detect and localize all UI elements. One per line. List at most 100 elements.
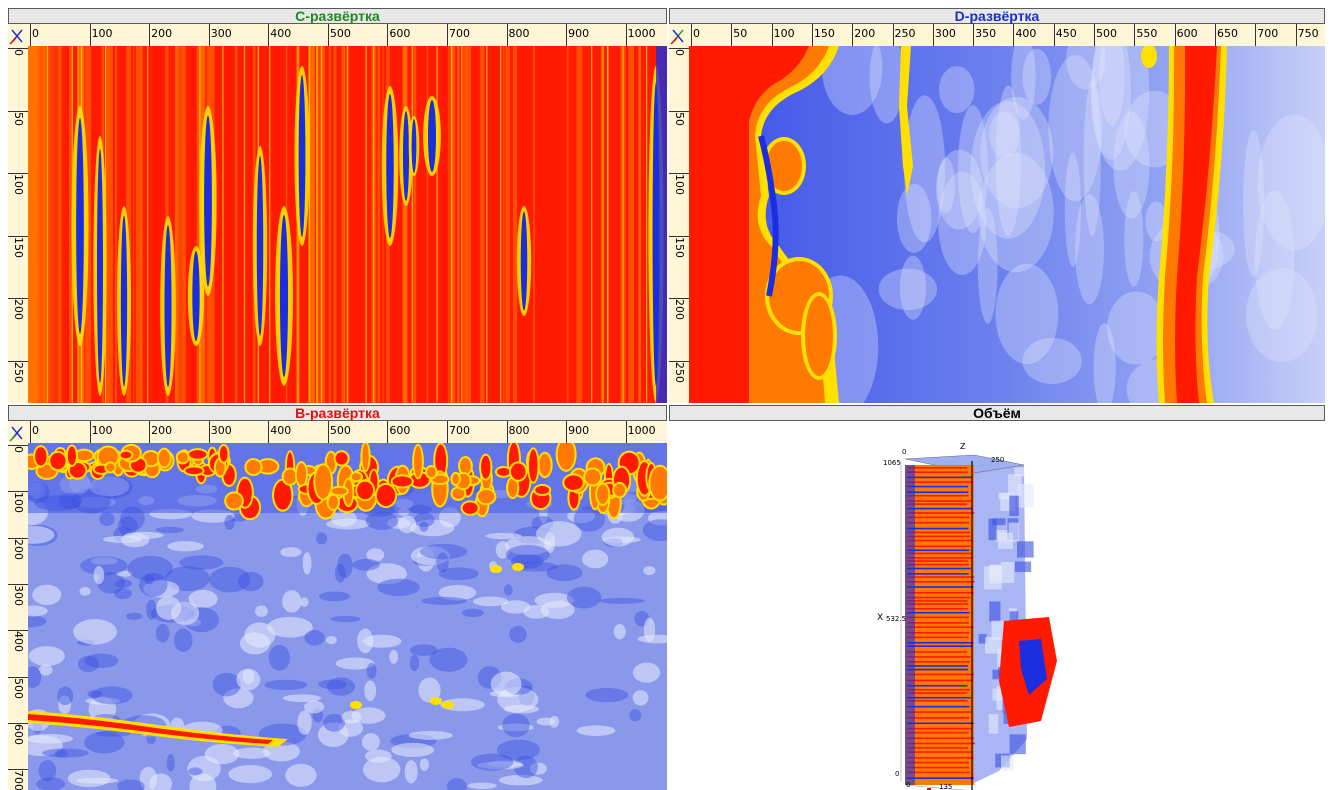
b-scan-texture — [472, 596, 509, 607]
d_scan-x-tick-mark — [1094, 24, 1096, 46]
c-scan-streak — [333, 46, 337, 403]
d_scan-y-tick-mark — [669, 360, 689, 362]
b-scan-texture — [36, 777, 66, 790]
b-scan-blob — [274, 480, 292, 510]
b-scan-texture — [566, 586, 602, 609]
b_scan-y-tick-mark — [8, 491, 28, 493]
d-scan-island — [1141, 46, 1157, 68]
b-scan-texture — [143, 580, 180, 598]
volume-front-streak — [907, 661, 970, 663]
b-scan-texture — [389, 650, 399, 664]
b_scan-x-tick-mark — [149, 421, 151, 443]
c-scan-streak — [126, 46, 132, 403]
volume-front-streak — [907, 757, 974, 759]
b-scan-texture — [419, 758, 429, 772]
b-scan-texture — [58, 695, 71, 715]
volume-side-texture — [1014, 467, 1025, 477]
b-scan-blob — [462, 502, 478, 514]
b-scan-texture — [429, 647, 468, 672]
d_scan-x-tick-label: 250 — [894, 27, 916, 40]
b-scan-texture — [285, 763, 317, 787]
d_scan-y-tick-label: 200 — [673, 299, 686, 321]
d-scan-texture — [1075, 194, 1104, 305]
volume-front-streak — [907, 731, 969, 734]
c-scan-streak — [373, 46, 375, 403]
b-scan-texture — [99, 512, 115, 527]
b-scan-texture — [254, 605, 268, 617]
c-scan-streak — [512, 46, 518, 403]
d_scan-x-tick-mark — [811, 24, 813, 46]
d_scan-x-tick-mark — [691, 24, 692, 46]
c-scan-streak — [76, 118, 84, 334]
b-scan-texture — [365, 511, 399, 531]
b-scan-texture — [366, 563, 407, 585]
b-scan-blob — [557, 443, 575, 470]
volume-front-streak — [907, 500, 973, 502]
b-scan-texture — [582, 549, 609, 569]
volume-side-blue — [1019, 639, 1047, 695]
c-scan-streak — [341, 46, 346, 403]
volume-side-texture — [1016, 541, 1034, 558]
b-scan-texture — [188, 767, 203, 776]
d_scan-x-tick-label: 550 — [1136, 27, 1158, 40]
b-scan-blob — [528, 449, 538, 482]
b-scan-texture — [224, 514, 235, 530]
volume-3d-view[interactable] — [669, 421, 1325, 790]
c-scan-streak — [97, 149, 103, 383]
b-scan-texture — [496, 739, 541, 760]
d-scan-texture — [1107, 291, 1166, 365]
b-scan-texture — [498, 774, 543, 786]
c-scan-streak — [411, 46, 413, 403]
b-scan-blob — [392, 476, 412, 487]
b-scan-image[interactable] — [28, 443, 667, 790]
b_scan-y-tick-label: 0 — [12, 446, 25, 453]
b_scan-x-tick-mark — [387, 421, 389, 443]
b-scan-texture — [300, 597, 309, 608]
c-scan-streak — [343, 46, 345, 403]
b-scan-texture — [366, 548, 385, 562]
volume-front-streak — [907, 471, 968, 474]
c_scan-x-tick-label: 200 — [151, 27, 173, 40]
d_scan-y-tick-label: 50 — [673, 111, 686, 126]
d-scan-x-ruler: 0 50 100 150 200 250 300 350 400 450 500 550 600 650 7… — [689, 24, 1325, 46]
b-scan-texture — [391, 742, 435, 758]
d_scan-x-tick-mark — [1053, 24, 1055, 46]
b-scan-blob — [350, 701, 362, 709]
volume-front-streak — [907, 607, 968, 610]
b-scan-texture — [387, 517, 411, 529]
b-scan-texture — [57, 686, 74, 706]
b-scan-texture — [323, 713, 346, 732]
volume-front-streak — [907, 611, 970, 614]
b-scan-texture — [125, 612, 143, 620]
b-scan-texture — [79, 586, 91, 596]
volume-front-streak — [907, 549, 970, 552]
c-scan-image[interactable] — [28, 46, 667, 403]
volume-panel[interactable]: Объём Z 1065 0 250 X 532.5 0 0 135 — [669, 405, 1325, 790]
d-scan-texture — [1064, 152, 1081, 267]
b-scan-texture — [268, 644, 291, 671]
volume-front-streak — [907, 692, 968, 694]
volume-side-texture — [992, 669, 1001, 689]
b-scan-texture — [166, 754, 175, 772]
b-scan-texture — [330, 615, 361, 623]
volume-side-texture — [1001, 755, 1014, 771]
d-scan-panel[interactable]: D-развёртка 0 50 100 150 200 250 300 350 400 450 5… — [669, 8, 1325, 403]
b-scan-texture — [146, 599, 157, 620]
volume-front-streak — [907, 476, 972, 479]
b-scan-texture — [267, 616, 313, 638]
volume-front-streak — [907, 531, 971, 534]
b-scan-panel[interactable]: B-развёртка 0 100 200 300 400 500 600 700 800 900… — [8, 405, 667, 790]
c_scan-y-tick-mark — [8, 235, 28, 237]
c-scan-streak — [602, 46, 604, 403]
d-scan-streak — [758, 135, 779, 297]
c-scan-axis-corner — [8, 24, 28, 46]
volume-front-streak — [907, 616, 969, 619]
volume-axis-z-label: Z — [960, 442, 966, 451]
c-scan-panel[interactable]: C-развёртка 0 100 200 300 400 500 600 700 800 900… — [8, 8, 667, 403]
b-scan-texture — [28, 615, 47, 628]
d-scan-image[interactable] — [689, 46, 1325, 403]
c_scan-x-tick-mark — [387, 24, 389, 46]
d_scan-x-tick-label: 500 — [1096, 27, 1118, 40]
b_scan-y-tick-mark — [8, 630, 28, 632]
b-scan-blob — [432, 475, 448, 484]
